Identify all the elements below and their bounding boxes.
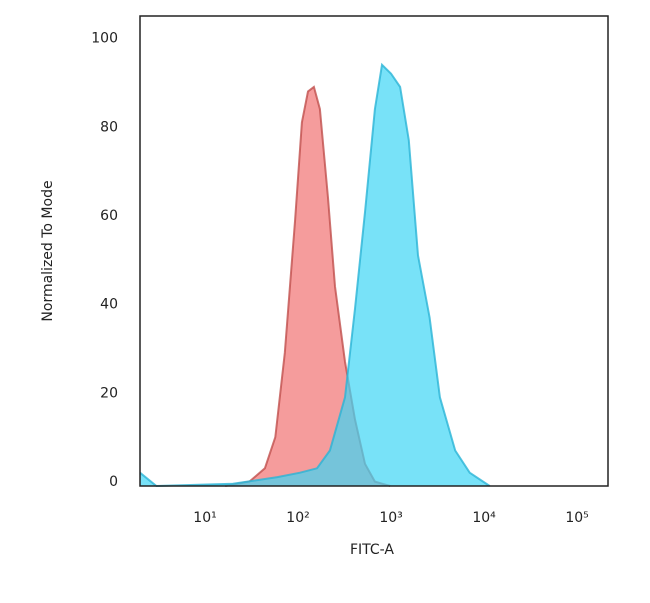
area — [140, 64, 490, 487]
y-axis-label: Normalized To Mode — [40, 180, 56, 321]
area-outline — [139, 62, 491, 488]
plot-frame — [139, 15, 609, 487]
x-tick-label: 10² — [286, 510, 309, 526]
y-tick-label: 0 — [109, 474, 118, 490]
x-tick-label: 10³ — [379, 510, 402, 526]
x-tick-label: 10⁵ — [565, 510, 588, 526]
x-axis-label: FITC-A — [350, 542, 394, 558]
y-tick-label: 60 — [100, 208, 118, 224]
y-tick-label: 100 — [91, 31, 118, 47]
y-tick-label: 80 — [100, 119, 118, 135]
y-tick-label: 40 — [100, 297, 118, 313]
x-tick-label: 10⁴ — [472, 510, 496, 526]
y-tick-label: 20 — [100, 385, 118, 401]
x-tick-label: 10¹ — [193, 510, 216, 526]
